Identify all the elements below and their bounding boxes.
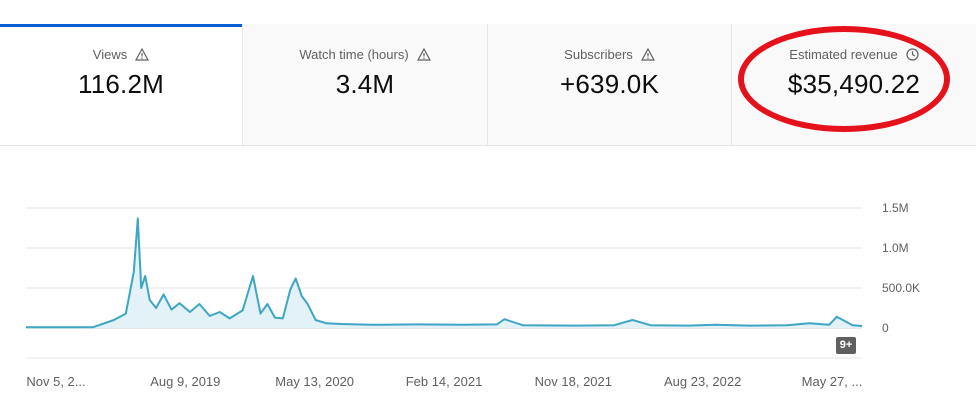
x-tick-label: Aug 9, 2019 [150,374,220,389]
series-area [26,218,862,328]
warning-icon[interactable] [416,48,431,61]
warning-icon[interactable] [135,48,150,61]
x-tick-label: May 13, 2020 [275,374,354,389]
tab-subscribers[interactable]: Subscribers +639.0K [487,24,731,145]
line-chart: 0 500.0K 1.0M 1.5M Nov 5, 2... Aug 9, 2019 May… [26,201,920,389]
tab-watch-time[interactable]: Watch time (hours) 3.4M [242,24,487,145]
tab-subscribers-label-row: Subscribers [488,47,731,62]
tab-views-value: 116.2M [78,69,164,99]
x-tick-label: Aug 23, 2022 [664,374,741,389]
more-annotations-badge[interactable]: 9+ [836,337,856,354]
y-tick-label: 1.5M [882,201,909,215]
tab-estimated-revenue[interactable]: Estimated revenue $35,490.22 [731,24,976,145]
x-tick-label: May 27, ... [802,374,863,389]
tab-watch-time-label: Watch time (hours) [299,47,409,62]
x-tick-label: Nov 5, 2... [26,374,85,389]
tab-revenue-label: Estimated revenue [789,47,898,62]
y-tick-label: 0 [882,321,889,335]
tab-subscribers-value: +639.0K [560,69,659,99]
y-tick-label: 1.0M [882,241,909,255]
x-tick-label: Nov 18, 2021 [535,374,612,389]
clock-icon[interactable] [906,48,919,61]
tab-views[interactable]: Views 116.2M [0,24,242,145]
tab-views-label-row: Views [0,47,242,62]
tab-watch-time-value: 3.4M [335,69,395,99]
tab-subscribers-label: Subscribers [564,47,633,62]
tab-revenue-label-row: Estimated revenue [732,47,976,62]
y-tick-label: 500.0K [882,281,920,295]
warning-icon[interactable] [640,48,655,61]
metric-tabs: Views 116.2M Watch time (hours) 3.4M Sub… [0,24,976,146]
series-line [26,217,863,329]
x-tick-label: Feb 14, 2021 [406,374,483,389]
tab-revenue-value: $35,490.22 [787,69,921,99]
tab-views-label: Views [92,47,128,62]
chart-area: 0 500.0K 1.0M 1.5M Nov 5, 2... Aug 9, 2019 May… [0,150,976,404]
tab-watch-time-label-row: Watch time (hours) [243,47,487,62]
